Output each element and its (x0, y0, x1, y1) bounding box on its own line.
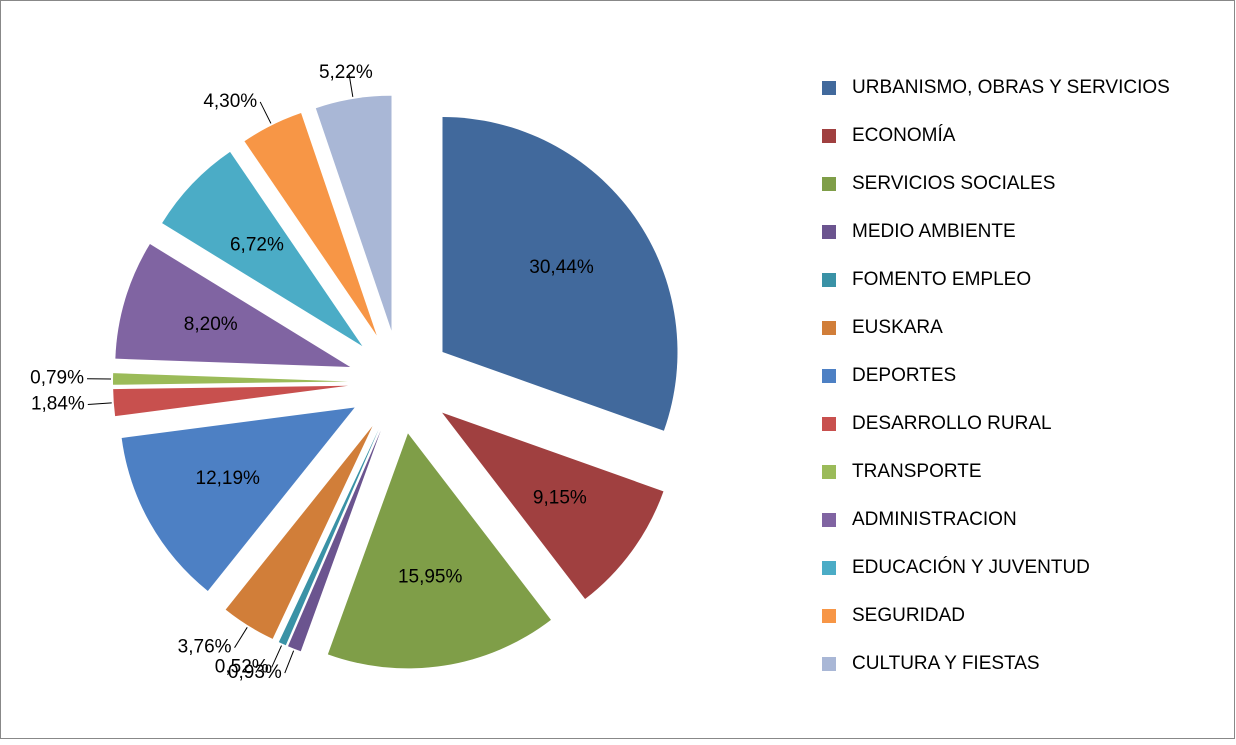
legend-label: URBANISMO, OBRAS Y SERVICIOS (852, 77, 1170, 98)
legend-swatch (822, 465, 836, 479)
legend-label: TRANSPORTE (852, 461, 982, 482)
legend-label: MEDIO AMBIENTE (852, 221, 1016, 242)
legend-swatch (822, 273, 836, 287)
data-label: 4,30% (203, 91, 257, 112)
legend-label: EUSKARA (852, 317, 943, 338)
legend-label: DEPORTES (852, 365, 956, 386)
legend-swatch (822, 81, 836, 95)
legend-label: ECONOMÍA (852, 125, 956, 146)
data-label: 6,72% (230, 235, 284, 256)
legend-label: FOMENTO EMPLEO (852, 269, 1031, 290)
data-label: 5,22% (319, 62, 373, 83)
legend-swatch (822, 321, 836, 335)
legend-swatch (822, 369, 836, 383)
legend-swatch (822, 609, 836, 623)
legend-swatch (822, 513, 836, 527)
legend-swatch (822, 177, 836, 191)
legend-label: ADMINISTRACION (852, 509, 1017, 530)
data-label: 30,44% (529, 257, 594, 278)
data-label: 9,15% (533, 487, 587, 508)
data-label: 15,95% (398, 566, 463, 587)
legend-swatch (822, 561, 836, 575)
data-label: 8,20% (184, 314, 238, 335)
legend-swatch (822, 417, 836, 431)
legend-swatch (822, 129, 836, 143)
legend-label: DESARROLLO RURAL (852, 413, 1052, 434)
data-label: 0,52% (215, 656, 269, 677)
data-label: 12,19% (196, 468, 261, 489)
legend-label: CULTURA Y FIESTAS (852, 653, 1040, 674)
legend-label: SEGURIDAD (852, 605, 965, 626)
legend-swatch (822, 225, 836, 239)
legend-label: SERVICIOS SOCIALES (852, 173, 1055, 194)
data-label: 1,84% (31, 394, 85, 415)
data-label: 0,79% (30, 368, 84, 389)
legend-swatch (822, 657, 836, 671)
data-label: 3,76% (178, 637, 232, 658)
legend-label: EDUCACIÓN Y JUVENTUD (852, 556, 1090, 578)
